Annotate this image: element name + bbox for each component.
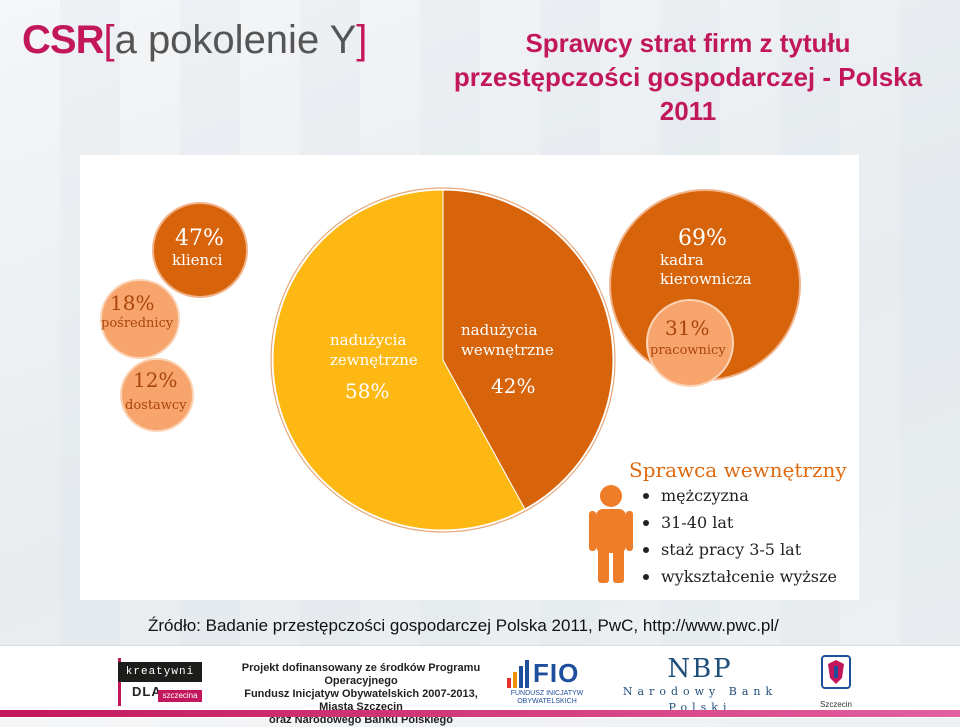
- kreatywni-bar: [118, 658, 121, 706]
- project-line-1: Projekt dofinansowany ze środków Program…: [241, 662, 481, 687]
- nbp-logo: NBP Narodowy Bank Polski: [600, 654, 800, 714]
- slice-external-value: 58%: [345, 379, 389, 403]
- profile-item: mężczyzna: [661, 486, 749, 505]
- csr-logo: CSR[a pokolenie Y]: [22, 18, 367, 63]
- bubble-klienci: [152, 202, 248, 298]
- kreatywni-dla: DLA: [132, 684, 162, 699]
- footer-sponsors: kreatywni DLA szczecina Projekt dofinans…: [0, 645, 960, 726]
- szczecin-logo: Szczecin: [812, 654, 860, 712]
- logo-bracket-open: [: [103, 18, 115, 62]
- profile-bullet: [643, 574, 649, 580]
- profile-item: 31-40 lat: [661, 513, 734, 532]
- bubble-pracownicy-value: 31%: [665, 316, 709, 340]
- szczecin-label: Szczecin: [819, 700, 852, 709]
- fio-logo: FIO FUNDUSZ INICJATYW OBYWATELSKICH: [505, 656, 585, 710]
- bubble-dostawcy-value: 12%: [133, 368, 177, 392]
- profile-list: mężczyzna 31-40 lat staż pracy 3-5 lat wyks…: [643, 486, 837, 586]
- fio-bars-icon: [507, 660, 529, 688]
- nbp-name: NBP: [667, 654, 733, 684]
- bubble-klienci-label: klienci: [172, 251, 223, 269]
- slice-external-label-1: nadużycia: [330, 331, 406, 349]
- bottom-accent-bar: [0, 710, 960, 717]
- chart-panel: nadużycia zewnętrzne 58% nadużycia wewnę…: [80, 155, 859, 600]
- bubble-kadra-label-2: kierownicza: [660, 270, 752, 288]
- bubble-posrednicy-value: 18%: [110, 291, 154, 315]
- logo-bracket-close: ]: [356, 18, 368, 62]
- fio-sub: FUNDUSZ INICJATYW OBYWATELSKICH: [510, 690, 584, 705]
- slice-internal-value: 42%: [491, 374, 535, 398]
- kreatywni-top: kreatywni: [118, 662, 202, 682]
- kreatywni-city: szczecina: [158, 690, 202, 702]
- bubble-posrednicy: [100, 279, 180, 359]
- bubble-kadra-label-1: kadra: [660, 251, 704, 269]
- person-icon: [589, 485, 633, 583]
- bubble-posrednicy-label: pośrednicy: [101, 316, 174, 331]
- pie-slice-external: [272, 189, 526, 531]
- profile-item: wykształcenie wyższe: [661, 567, 837, 586]
- slide-title: Sprawcy strat firm z tytułu przestępczoś…: [430, 26, 946, 128]
- profile-bullet: [643, 520, 649, 526]
- project-funding-note: Projekt dofinansowany ze środków Program…: [226, 662, 496, 727]
- title-line-2: przestępczości gospodarczej - Polska: [453, 62, 923, 92]
- slice-internal-label-1: nadużycia: [461, 321, 537, 339]
- source-note: Źródło: Badanie przestępczości gospodarc…: [148, 616, 779, 635]
- kreatywni-logo: kreatywni DLA szczecina: [118, 658, 202, 706]
- fio-name: FIO: [533, 658, 580, 688]
- title-line-1: Sprawcy strat firm z tytułu: [525, 28, 851, 58]
- bubble-dostawcy: [120, 358, 194, 432]
- szczecin-crest-icon: [821, 655, 851, 689]
- slice-internal-label-2: wewnętrzne: [461, 341, 554, 359]
- bubble-pracownicy-label: pracownicy: [650, 343, 726, 358]
- bubble-kadra-value: 69%: [678, 226, 727, 251]
- chart-svg: nadużycia zewnętrzne 58% nadużycia wewnę…: [100, 187, 847, 586]
- title-line-3: 2011: [659, 96, 717, 126]
- profile-bullet: [643, 547, 649, 553]
- pie-slice-internal: [442, 189, 614, 510]
- bubble-pracownicy: [646, 299, 734, 387]
- profile-title: Sprawca wewnętrzny: [629, 458, 847, 482]
- bubble-dostawcy-label: dostawcy: [125, 398, 187, 413]
- profile-bullet: [643, 493, 649, 499]
- logo-text: a pokolenie Y: [114, 18, 357, 62]
- logo-csr: CSR: [22, 18, 104, 62]
- profile-item: staż pracy 3-5 lat: [661, 540, 802, 559]
- slice-external-label-2: zewnętrzne: [330, 351, 418, 369]
- bubble-klienci-value: 47%: [175, 226, 224, 251]
- pie-outer-ring: [270, 187, 616, 533]
